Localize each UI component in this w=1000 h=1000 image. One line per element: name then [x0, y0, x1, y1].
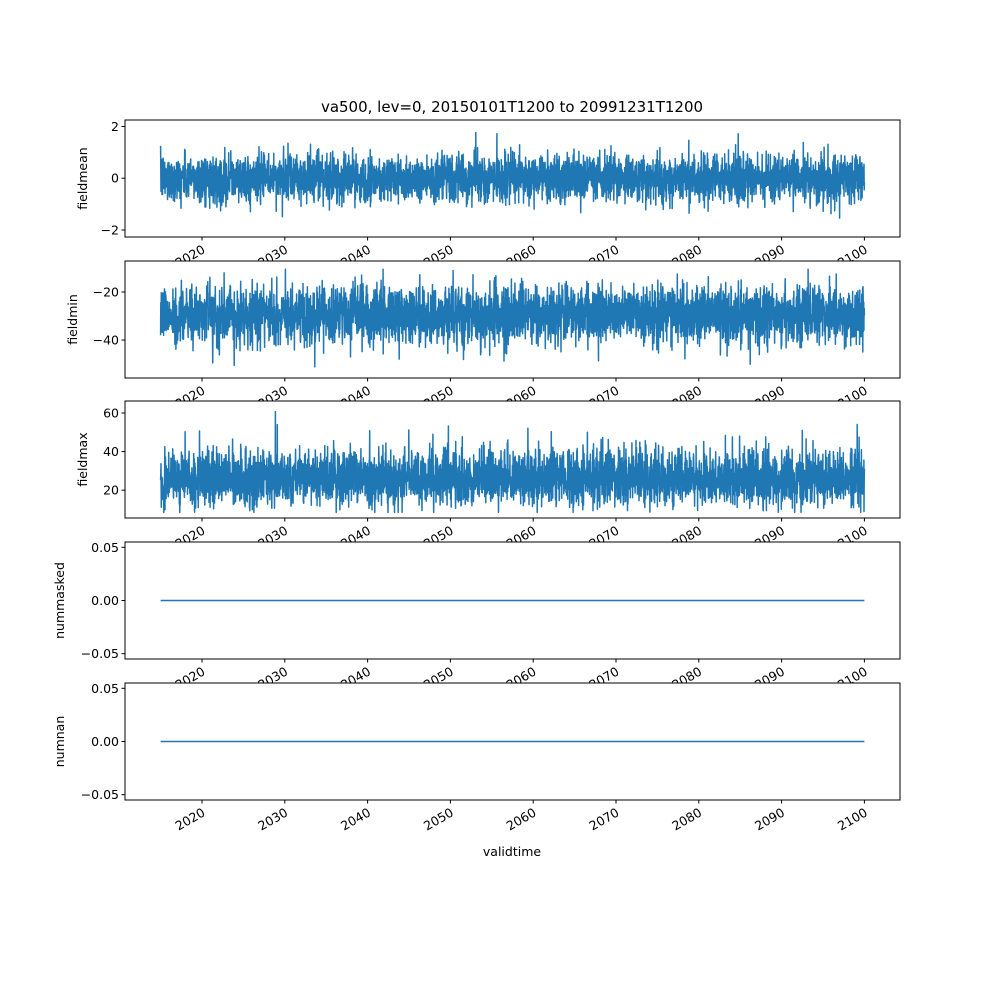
axes-frame — [124, 400, 901, 519]
y-tick-label: 0.05 — [91, 681, 119, 696]
y-tick-label: −0.05 — [81, 787, 119, 802]
y-tick-label: 0.00 — [91, 734, 119, 749]
y-tick-label: −20 — [93, 284, 119, 299]
y-axis-label: numnan — [52, 716, 67, 768]
y-tick-label: −2 — [101, 223, 119, 238]
y-tick-label: 0.00 — [91, 593, 119, 608]
y-axis-label: fieldmean — [75, 147, 90, 209]
chart-title: va500, lev=0, 20150101T1200 to 20991231T… — [321, 98, 703, 116]
x-axis-label: validtime — [483, 844, 541, 859]
y-tick-label: 0 — [111, 171, 119, 186]
y-tick-label: 2 — [111, 119, 119, 134]
y-axis-label: fieldmin — [65, 294, 80, 345]
y-axis-label: fieldmax — [75, 432, 90, 486]
y-tick-label: 40 — [103, 444, 119, 459]
series-line-fieldmin — [159, 268, 866, 368]
y-axis-label: nummasked — [52, 562, 67, 639]
y-tick-label: 20 — [103, 483, 119, 498]
axes-frame — [124, 260, 901, 379]
y-tick-label: −0.05 — [81, 646, 119, 661]
y-tick-label: −40 — [93, 333, 119, 348]
series-line-fieldmean — [159, 131, 866, 219]
series-line-fieldmax — [159, 410, 866, 514]
y-tick-label: 60 — [103, 405, 119, 420]
y-tick-label: 0.05 — [91, 540, 119, 555]
